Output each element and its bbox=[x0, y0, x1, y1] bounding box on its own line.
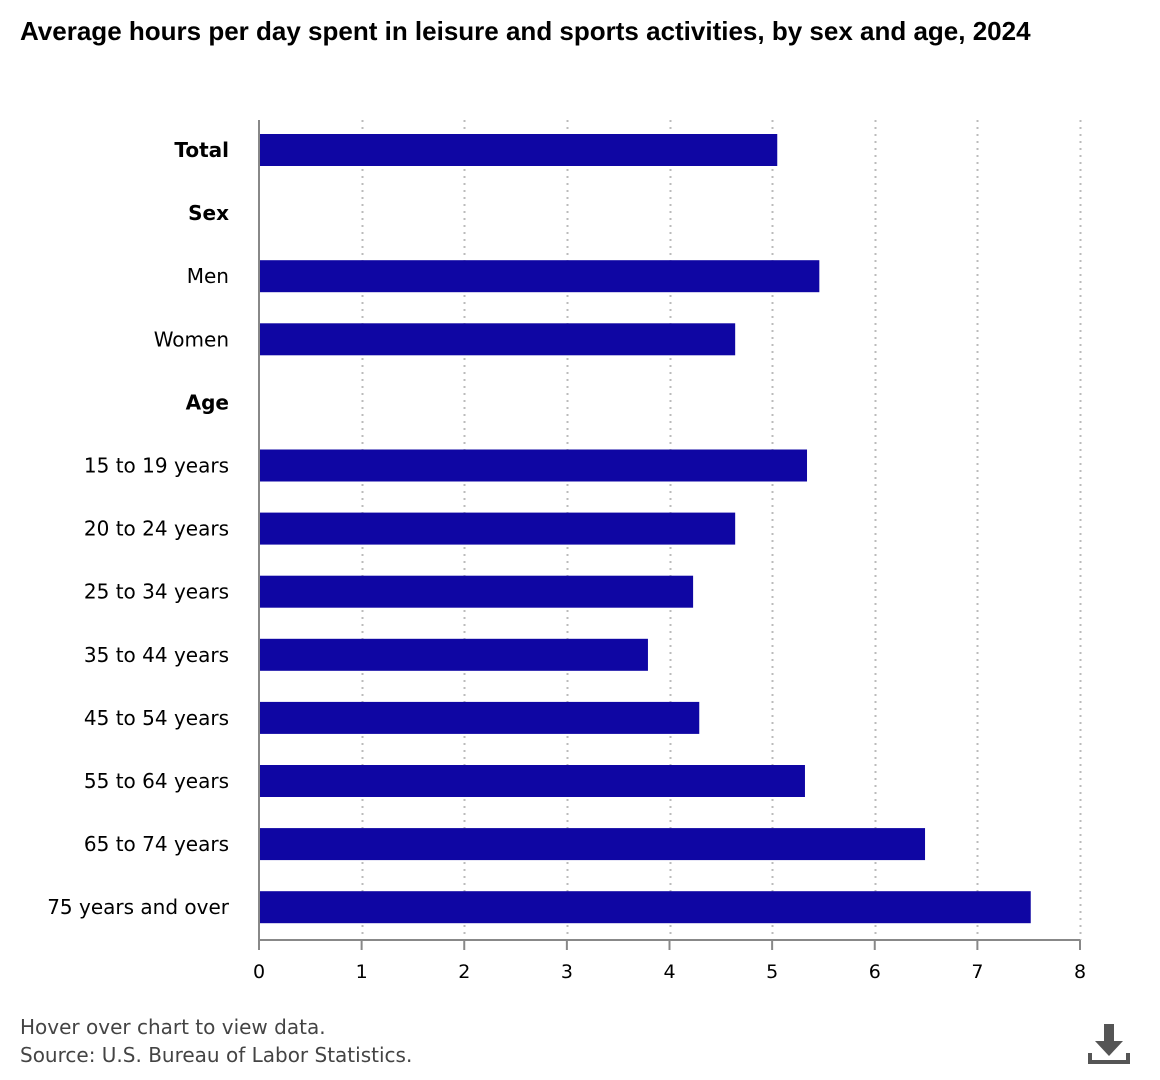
category-label-total: Total bbox=[174, 138, 229, 162]
bar-15-to-19-years[interactable] bbox=[259, 449, 808, 482]
category-label-15-to-19-years: 15 to 19 years bbox=[84, 454, 229, 478]
x-tick-label-0: 0 bbox=[253, 961, 265, 983]
bar-women[interactable] bbox=[259, 323, 736, 356]
bar-35-to-44-years[interactable] bbox=[259, 638, 648, 671]
category-label-20-to-24-years: 20 to 24 years bbox=[84, 517, 229, 541]
bars[interactable] bbox=[259, 134, 1031, 924]
axes bbox=[258, 120, 1081, 950]
tick-labels: 0 1 2 3 4 5 6 7 8 bbox=[253, 961, 1086, 983]
category-label-75-years-and-over: 75 years and over bbox=[47, 895, 230, 919]
bar-25-to-34-years[interactable] bbox=[259, 575, 694, 608]
category-label-men: Men bbox=[187, 264, 229, 288]
bar-45-to-54-years[interactable] bbox=[259, 701, 700, 734]
hover-note: Hover over chart to view data. bbox=[20, 1015, 326, 1039]
x-tick-label-6: 6 bbox=[869, 961, 881, 983]
bar-men[interactable] bbox=[259, 260, 820, 293]
category-label-women: Women bbox=[154, 327, 229, 351]
download-button[interactable] bbox=[1086, 1022, 1132, 1068]
bar-total[interactable] bbox=[259, 134, 778, 166]
category-labels: Total Sex Men Women Age 15 to 19 years 20 to 2… bbox=[47, 138, 230, 919]
category-label-25-to-34-years: 25 to 34 years bbox=[84, 580, 229, 604]
category-label-sex: Sex bbox=[188, 201, 229, 225]
chart-title: Average hours per day spent in leisure a… bbox=[20, 16, 1031, 46]
category-label-35-to-44-years: 35 to 44 years bbox=[84, 643, 229, 667]
x-tick-label-5: 5 bbox=[766, 961, 778, 983]
x-tick-label-4: 4 bbox=[663, 961, 675, 983]
category-label-65-to-74-years: 65 to 74 years bbox=[84, 832, 229, 856]
download-icon bbox=[1088, 1024, 1130, 1064]
bar-20-to-24-years[interactable] bbox=[259, 512, 736, 545]
x-tick-label-8: 8 bbox=[1074, 961, 1086, 983]
category-label-55-to-64-years: 55 to 64 years bbox=[84, 769, 229, 793]
bar-55-to-64-years[interactable] bbox=[259, 765, 805, 797]
source-note: Source: U.S. Bureau of Labor Statistics. bbox=[20, 1043, 413, 1067]
bar-75-years-and-over[interactable] bbox=[259, 891, 1031, 924]
bar-65-to-74-years[interactable] bbox=[259, 828, 926, 861]
x-tick-label-2: 2 bbox=[458, 961, 470, 983]
category-label-45-to-54-years: 45 to 54 years bbox=[84, 706, 229, 730]
x-tick-label-1: 1 bbox=[356, 961, 368, 983]
category-label-age: Age bbox=[186, 390, 229, 414]
x-tick-label-7: 7 bbox=[971, 961, 983, 983]
x-tick-label-3: 3 bbox=[561, 961, 573, 983]
